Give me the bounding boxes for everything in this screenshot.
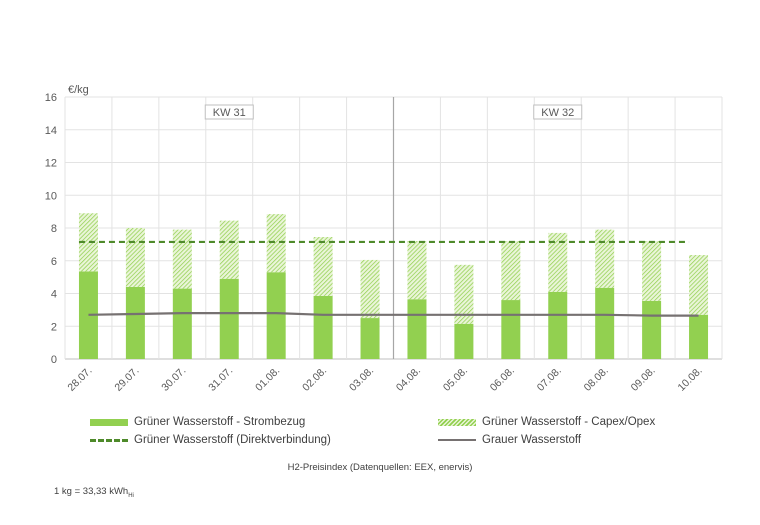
x-tick-label: 29.07. — [112, 365, 141, 394]
footnote: 1 kg = 33,33 kWhHi — [54, 486, 134, 499]
x-tick-label: 05.08. — [441, 365, 470, 394]
legend-label: Grüner Wasserstoff - Capex/Opex — [482, 416, 656, 428]
bar-capex-opex — [360, 259, 380, 319]
bar-capex-opex — [689, 255, 709, 315]
bar-capex-opex — [548, 232, 568, 292]
bar-capex-opex — [172, 229, 192, 289]
bar-strombezug — [642, 300, 662, 359]
week-label: KW 32 — [541, 107, 574, 119]
bar-capex-opex — [454, 264, 474, 324]
line-grauer-wasserstoff — [88, 312, 699, 317]
legend-label: Grüner Wasserstoff (Direktverbindung) — [134, 434, 331, 446]
x-tick-label: 02.08. — [300, 365, 329, 394]
bar-capex-opex — [595, 229, 615, 288]
legend-swatch-dashed — [90, 438, 128, 442]
y-tick-label: 0 — [51, 354, 57, 366]
x-tick-label: 08.08. — [582, 365, 611, 394]
legend-grau: Grauer Wasserstoff — [438, 434, 581, 446]
x-tick-label: 04.08. — [394, 365, 423, 394]
bar-strombezug — [313, 295, 333, 359]
bar-strombezug — [78, 271, 98, 359]
bar-capex-opex — [219, 220, 239, 279]
legend-swatch-hatched — [438, 418, 476, 426]
bar-strombezug — [172, 288, 192, 359]
legend-capex: Grüner Wasserstoff - Capex/Opex — [438, 416, 655, 428]
bar-strombezug — [454, 323, 474, 359]
bar-capex-opex — [313, 237, 333, 296]
x-tick-label: 28.07. — [65, 365, 94, 394]
y-tick-label: 16 — [45, 92, 57, 104]
legend-strombezug: Grüner Wasserstoff - Strombezug — [90, 416, 305, 428]
bar-strombezug — [501, 300, 521, 359]
bar-capex-opex — [642, 241, 662, 301]
bar-capex-opex — [407, 241, 427, 300]
y-tick-label: 2 — [51, 321, 57, 333]
legend-direkt: Grüner Wasserstoff (Direktverbindung) — [90, 434, 331, 446]
bar-strombezug — [407, 299, 427, 359]
x-tick-label: 07.08. — [535, 365, 564, 394]
bar-strombezug — [360, 318, 380, 359]
y-tick-label: 6 — [51, 256, 57, 268]
y-tick-label: 4 — [51, 289, 57, 301]
week-label-box — [533, 104, 583, 120]
legend-label: Grüner Wasserstoff - Strombezug — [134, 416, 306, 428]
bar-strombezug — [595, 287, 615, 359]
bar-strombezug — [219, 278, 239, 359]
x-tick-label: 03.08. — [347, 365, 376, 394]
y-tick-label: 14 — [45, 125, 57, 137]
x-tick-label: 10.08. — [676, 365, 705, 394]
bar-strombezug — [689, 314, 709, 359]
y-tick-label: 10 — [45, 190, 57, 202]
x-tick-label: 06.08. — [488, 365, 517, 394]
legend-swatch-solid — [90, 418, 128, 426]
legend-swatch-line — [438, 439, 476, 441]
bar-strombezug — [548, 291, 568, 359]
x-tick-label: 09.08. — [629, 365, 658, 394]
bar-capex-opex — [501, 241, 521, 301]
y-axis-label: €/kg — [68, 84, 89, 96]
chart-svg: €/kg 0 2 4 6 8 10 12 14 16 KW 31 KW 32 28.07. 29.07.… — [45, 84, 723, 394]
footnote-text: 1 kg = 33,33 kWh — [54, 486, 129, 497]
y-tick-label: 12 — [45, 158, 57, 170]
legend-label: Grauer Wasserstoff — [482, 434, 582, 446]
week-label: KW 31 — [213, 107, 246, 119]
bar-capex-opex — [125, 228, 145, 287]
chart-title: H2-Preisindex (Datenquellen: EEX, enervi… — [287, 462, 473, 473]
bar-strombezug — [125, 286, 145, 359]
footnote-sub: Hi — [128, 492, 134, 499]
bar-strombezug — [266, 272, 286, 359]
x-tick-label: 30.07. — [159, 365, 188, 394]
y-tick-label: 8 — [51, 223, 57, 235]
x-tick-label: 31.07. — [206, 365, 235, 394]
week-label-box — [204, 104, 254, 120]
bar-capex-opex — [78, 213, 98, 272]
x-tick-label: 01.08. — [253, 365, 282, 394]
bar-capex-opex — [266, 214, 286, 273]
